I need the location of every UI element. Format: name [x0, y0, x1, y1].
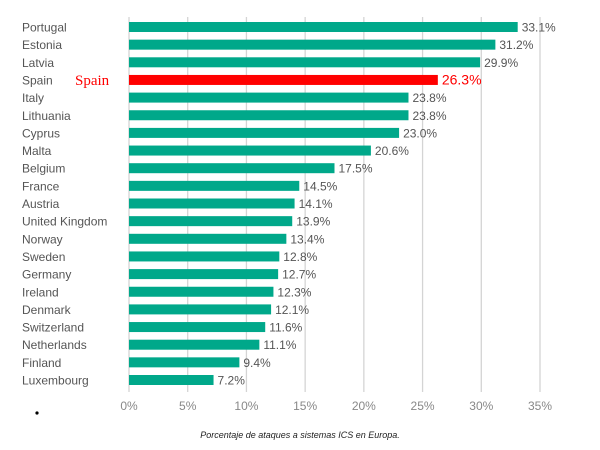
x-tick-label: 0%: [120, 399, 138, 413]
bullet-dot: [35, 411, 39, 415]
x-tick-label: 30%: [469, 399, 493, 413]
bar-netherlands: [129, 339, 260, 350]
category-label: Malta: [22, 144, 52, 158]
bar-spain: [129, 74, 438, 85]
value-label: 11.1%: [263, 338, 296, 352]
value-label: 26.3%: [442, 71, 482, 87]
category-label: France: [22, 179, 60, 193]
value-label: 29.9%: [484, 56, 518, 70]
bar-malta: [129, 145, 371, 156]
value-label: 12.7%: [282, 268, 316, 282]
category-label: Denmark: [22, 303, 72, 317]
category-label: Sweden: [22, 250, 65, 264]
value-label: 9.4%: [243, 356, 271, 370]
category-label: Italy: [22, 91, 44, 105]
bar-luxembourg: [129, 375, 214, 385]
value-label: 17.5%: [339, 162, 373, 176]
x-tick-label: 20%: [352, 399, 376, 413]
bar-lithuania: [129, 110, 409, 121]
value-label: 33.1%: [522, 21, 556, 35]
bar-denmark: [129, 304, 272, 315]
value-label: 13.9%: [296, 215, 330, 229]
bar-united-kingdom: [129, 216, 293, 227]
value-label: 23.0%: [403, 126, 437, 140]
x-tick-label: 5%: [179, 399, 197, 413]
category-label: Ireland: [22, 285, 59, 299]
bar-belgium: [129, 163, 335, 174]
bar-austria: [129, 198, 295, 209]
value-label: 14.1%: [299, 197, 333, 211]
x-tick-label: 35%: [528, 399, 552, 413]
value-label: 23.8%: [412, 91, 446, 105]
bar-cyprus: [129, 127, 400, 138]
value-label: 23.8%: [412, 109, 446, 123]
highlight-annotation: Spain: [75, 73, 110, 89]
category-label: Estonia: [22, 38, 62, 52]
chart-caption: Porcentaje de ataques a sistemas ICS en …: [200, 430, 400, 440]
value-label: 14.5%: [303, 179, 337, 193]
bar-latvia: [129, 57, 481, 68]
category-label: Germany: [22, 268, 71, 282]
bar-ireland: [129, 286, 274, 297]
category-label: Spain: [22, 73, 53, 87]
category-label: Luxembourg: [22, 374, 89, 388]
x-tick-label: 15%: [293, 399, 317, 413]
bar-switzerland: [129, 322, 266, 333]
bar-finland: [129, 357, 240, 368]
category-label: Belgium: [22, 162, 65, 176]
value-label: 12.3%: [277, 285, 311, 299]
category-label: Portugal: [22, 21, 67, 35]
value-label: 20.6%: [375, 144, 409, 158]
category-label: Lithuania: [22, 109, 71, 123]
value-label: 12.1%: [275, 303, 309, 317]
bar-estonia: [129, 39, 496, 50]
category-label: Finland: [22, 356, 61, 370]
x-tick-label: 10%: [234, 399, 258, 413]
category-label: Switzerland: [22, 321, 84, 335]
bar-sweden: [129, 251, 280, 262]
category-label: Cyprus: [22, 126, 60, 140]
category-label: Austria: [22, 197, 60, 211]
x-tick-label: 25%: [411, 399, 435, 413]
category-label: United Kingdom: [22, 215, 107, 229]
value-label: 12.8%: [283, 250, 317, 264]
bar-france: [129, 180, 300, 191]
value-label: 13.4%: [290, 232, 324, 246]
value-label: 7.2%: [218, 374, 246, 388]
value-label: 11.6%: [269, 321, 302, 335]
bar-norway: [129, 233, 287, 244]
bar-portugal: [129, 22, 518, 32]
bar-germany: [129, 269, 279, 280]
category-label: Netherlands: [22, 338, 87, 352]
value-label: 31.2%: [499, 38, 533, 52]
bar-italy: [129, 92, 409, 103]
category-label: Norway: [22, 232, 63, 246]
category-label: Latvia: [22, 56, 54, 70]
